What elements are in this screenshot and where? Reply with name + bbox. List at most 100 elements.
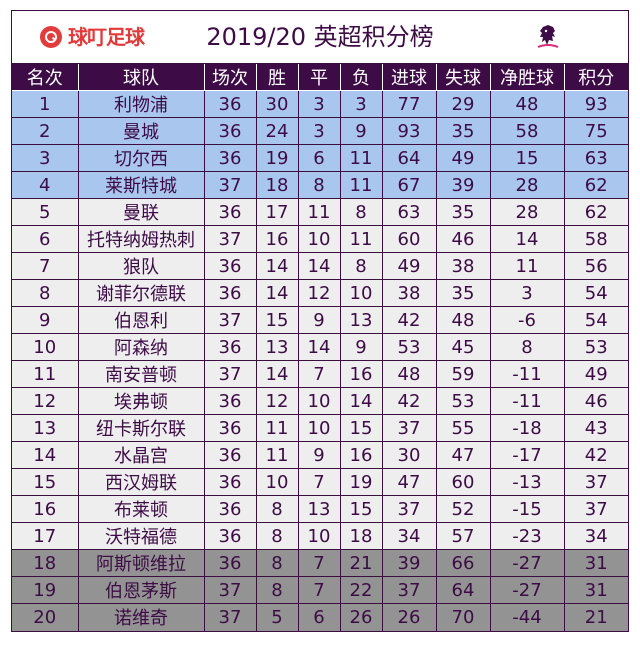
cell-goals-against: 64 — [436, 576, 491, 604]
cell-goal-difference: 11 — [490, 252, 565, 280]
cell-rank: 1 — [12, 90, 79, 118]
table-row: 7 狼队 36 14 14 8 49 38 11 56 — [12, 252, 628, 280]
cell-goal-difference: -27 — [490, 549, 565, 577]
cell-lost: 26 — [340, 603, 383, 631]
cell-goals-for: 53 — [382, 333, 437, 361]
cell-draw: 12 — [298, 279, 341, 307]
cell-played: 36 — [204, 198, 257, 226]
cell-lost: 22 — [340, 576, 383, 604]
cell-team: 莱斯特城 — [78, 171, 205, 199]
cell-won: 24 — [256, 117, 299, 145]
cell-goal-difference: 14 — [490, 225, 565, 253]
cell-points: 43 — [564, 414, 628, 442]
cell-played: 36 — [204, 495, 257, 523]
col-goals-for: 进球 — [382, 64, 437, 91]
cell-goal-difference: 15 — [490, 144, 565, 172]
cell-points: 37 — [564, 495, 628, 523]
cell-goals-for: 34 — [382, 522, 437, 550]
cell-goals-against: 66 — [436, 549, 491, 577]
cell-lost: 11 — [340, 144, 383, 172]
cell-draw: 10 — [298, 225, 341, 253]
cell-lost: 15 — [340, 414, 383, 442]
cell-lost: 18 — [340, 522, 383, 550]
cell-points: 75 — [564, 117, 628, 145]
table-row: 17 沃特福德 36 8 10 18 34 57 -23 34 — [12, 522, 628, 550]
cell-won: 14 — [256, 252, 299, 280]
cell-rank: 2 — [12, 117, 79, 145]
cell-team: 西汉姆联 — [78, 468, 205, 496]
cell-played: 36 — [204, 549, 257, 577]
cell-goal-difference: -11 — [490, 387, 565, 415]
cell-won: 8 — [256, 495, 299, 523]
cell-won: 30 — [256, 90, 299, 118]
cell-goals-for: 49 — [382, 252, 437, 280]
cell-goal-difference: -17 — [490, 441, 565, 469]
cell-goals-against: 59 — [436, 360, 491, 388]
cell-points: 56 — [564, 252, 628, 280]
cell-points: 37 — [564, 468, 628, 496]
cell-goal-difference: 48 — [490, 90, 565, 118]
col-played: 场次 — [204, 64, 257, 91]
cell-lost: 16 — [340, 360, 383, 388]
table-header-bar: 球叮足球 2019/20 英超积分榜 — [12, 11, 628, 64]
cell-goals-against: 55 — [436, 414, 491, 442]
cell-lost: 11 — [340, 225, 383, 253]
cell-won: 11 — [256, 414, 299, 442]
table-row: 13 纽卡斯尔联 36 11 10 15 37 55 -18 43 — [12, 414, 628, 442]
cell-team: 狼队 — [78, 252, 205, 280]
cell-points: 46 — [564, 387, 628, 415]
cell-goal-difference: 28 — [490, 171, 565, 199]
cell-lost: 9 — [340, 117, 383, 145]
cell-points: 63 — [564, 144, 628, 172]
cell-points: 54 — [564, 279, 628, 307]
cell-team: 沃特福德 — [78, 522, 205, 550]
cell-goal-difference: -6 — [490, 306, 565, 334]
cell-lost: 8 — [340, 252, 383, 280]
cell-rank: 7 — [12, 252, 79, 280]
cell-points: 42 — [564, 441, 628, 469]
cell-goals-against: 60 — [436, 468, 491, 496]
cell-goals-for: 42 — [382, 306, 437, 334]
cell-draw: 3 — [298, 117, 341, 145]
cell-goals-for: 60 — [382, 225, 437, 253]
cell-played: 36 — [204, 90, 257, 118]
cell-won: 16 — [256, 225, 299, 253]
cell-goals-for: 77 — [382, 90, 437, 118]
cell-goal-difference: -18 — [490, 414, 565, 442]
table-row: 2 曼城 36 24 3 9 93 35 58 75 — [12, 117, 628, 145]
cell-won: 14 — [256, 360, 299, 388]
col-goal-difference: 净胜球 — [490, 64, 565, 91]
column-header-row: 名次 球队 场次 胜 平 负 进球 失球 净胜球 积分 — [12, 64, 628, 91]
cell-played: 37 — [204, 603, 257, 631]
cell-team: 阿斯顿维拉 — [78, 549, 205, 577]
table-row: 14 水晶宫 36 11 9 16 30 47 -17 42 — [12, 441, 628, 469]
table-row: 15 西汉姆联 36 10 7 19 47 60 -13 37 — [12, 468, 628, 496]
cell-draw: 7 — [298, 576, 341, 604]
cell-team: 南安普顿 — [78, 360, 205, 388]
cell-goal-difference: -27 — [490, 576, 565, 604]
cell-won: 17 — [256, 198, 299, 226]
brand-name: 球叮足球 — [68, 25, 145, 49]
cell-goals-against: 35 — [436, 117, 491, 145]
cell-points: 54 — [564, 306, 628, 334]
cell-points: 34 — [564, 522, 628, 550]
cell-goals-against: 52 — [436, 495, 491, 523]
cell-lost: 11 — [340, 171, 383, 199]
cell-played: 37 — [204, 225, 257, 253]
cell-won: 18 — [256, 171, 299, 199]
cell-rank: 16 — [12, 495, 79, 523]
cell-goals-for: 37 — [382, 576, 437, 604]
cell-draw: 8 — [298, 171, 341, 199]
cell-rank: 19 — [12, 576, 79, 604]
cell-rank: 5 — [12, 198, 79, 226]
cell-team: 伯恩利 — [78, 306, 205, 334]
cell-played: 36 — [204, 117, 257, 145]
cell-goal-difference: 58 — [490, 117, 565, 145]
cell-won: 19 — [256, 144, 299, 172]
standings-table: 名次 球队 场次 胜 平 负 进球 失球 净胜球 积分 1 利物浦 36 30 3 3 77… — [12, 64, 628, 631]
cell-team: 埃弗顿 — [78, 387, 205, 415]
cell-lost: 16 — [340, 441, 383, 469]
cell-team: 利物浦 — [78, 90, 205, 118]
cell-won: 12 — [256, 387, 299, 415]
cell-played: 36 — [204, 252, 257, 280]
